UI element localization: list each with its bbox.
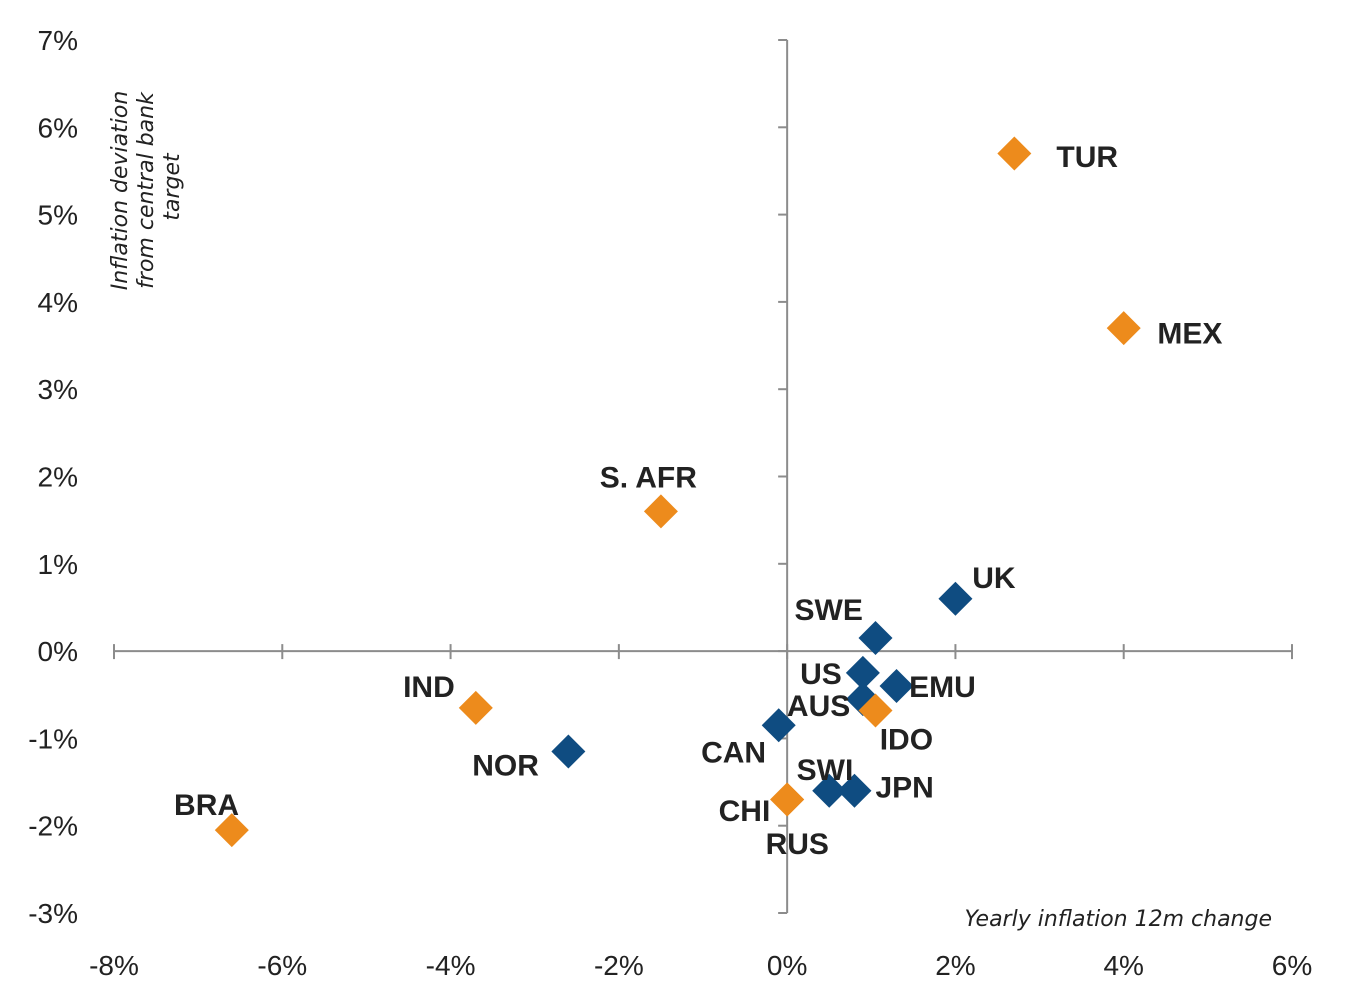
point-label-can: CAN — [701, 736, 766, 769]
point-label-s-afr: S. AFR — [600, 462, 698, 495]
x-tick-label: 4% — [1103, 950, 1143, 981]
y-tick-label: 3% — [38, 374, 78, 405]
y-tick-label: 6% — [38, 112, 78, 143]
data-markers — [214, 136, 1141, 848]
data-point-mex — [1106, 311, 1141, 346]
point-label-emu: EMU — [909, 671, 976, 704]
data-point-ido — [858, 693, 893, 728]
x-tick-label: 6% — [1272, 950, 1312, 981]
data-point-ind — [458, 690, 493, 725]
data-point-swe — [858, 621, 893, 656]
point-label-jpn: JPN — [875, 771, 933, 804]
data-point-nor — [551, 734, 586, 769]
x-tick-label: 2% — [935, 950, 975, 981]
data-point-emu — [879, 669, 914, 704]
point-labels: TUR MEX S. AFR UK SWE US EMU AUS IDO CAN IND NOR SWI… — [174, 141, 1222, 861]
data-point-swi — [812, 773, 847, 808]
y-tick-label: 4% — [38, 287, 78, 318]
point-label-us: US — [800, 658, 842, 691]
y-tick-label: -2% — [28, 811, 78, 842]
y-tick-label: 0% — [38, 636, 78, 667]
data-point-us — [845, 655, 880, 690]
x-tick-label: -4% — [426, 950, 476, 981]
point-label-tur: TUR — [1056, 141, 1118, 174]
y-tick-label: 7% — [38, 25, 78, 56]
y-axis-title: Inflation deviation from central bank ta… — [108, 84, 185, 291]
point-label-nor: NOR — [472, 750, 539, 783]
data-point-can — [761, 708, 796, 743]
y-tick-label: -1% — [28, 723, 78, 754]
y-tick-label: 1% — [38, 549, 78, 580]
x-tick-label: -8% — [89, 950, 139, 981]
x-tick-label: 0% — [767, 950, 807, 981]
point-label-uk: UK — [972, 562, 1016, 595]
y-axis-title-line-1: Inflation deviation — [108, 91, 133, 291]
point-label-aus: AUS — [787, 690, 850, 723]
point-label-swi: SWI — [797, 754, 854, 787]
point-label-ido: IDO — [880, 723, 933, 756]
y-tick-label: -3% — [28, 898, 78, 929]
y-tick-label: 2% — [38, 462, 78, 493]
data-point-rus — [770, 782, 805, 817]
x-tick-label: -6% — [257, 950, 307, 981]
point-label-mex: MEX — [1157, 317, 1222, 350]
point-label-ind: IND — [403, 671, 455, 704]
point-label-chi: CHI — [719, 795, 771, 828]
data-point-tur — [997, 136, 1032, 171]
y-axis-title-line-3: target — [160, 152, 185, 221]
data-point-bra — [214, 813, 249, 848]
y-tick-label: 5% — [38, 200, 78, 231]
axes — [113, 39, 1293, 914]
point-label-swe: SWE — [795, 594, 863, 627]
data-point-s-afr — [643, 494, 678, 529]
x-axis-title: Yearly inflation 12m change — [965, 907, 1272, 932]
tick-labels: -3% -2% -1% 0% 1% 2% 3% 4% 5% 6% 7% -8% -6% -4% -2% 0% 2… — [28, 25, 1312, 981]
data-point-jpn — [837, 773, 872, 808]
data-point-uk — [938, 581, 973, 616]
point-label-rus: RUS — [766, 828, 829, 861]
point-label-bra: BRA — [174, 789, 239, 822]
x-tick-label: -2% — [594, 950, 644, 981]
y-axis-title-line-2: from central bank — [134, 91, 159, 289]
